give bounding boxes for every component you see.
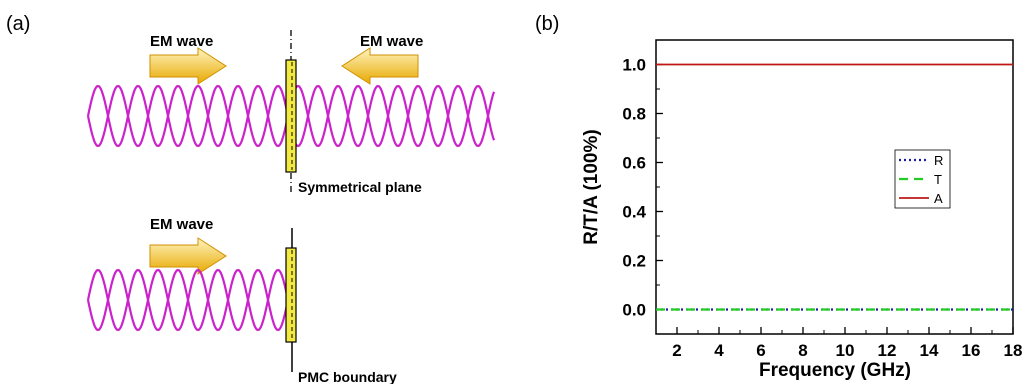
x-tick-label: 14 <box>920 341 939 360</box>
series-lines <box>656 63 1013 311</box>
legend-label-T: T <box>934 172 942 187</box>
bottom-sine-wave-2 <box>86 268 292 332</box>
top-diagram: EM wave EM wave Symmetrical plane <box>86 30 496 195</box>
left-em-wave-label: EM wave <box>150 33 213 50</box>
left-arrow-icon <box>341 47 419 85</box>
x-tick-label: 12 <box>878 341 897 360</box>
bottom-right-arrow-icon <box>149 237 227 275</box>
x-tick-label: 2 <box>672 341 681 360</box>
x-tick-label: 4 <box>714 341 724 360</box>
y-tick-label: 0.2 <box>622 252 646 271</box>
top-slab <box>285 59 297 173</box>
panel-a: (a) EM wave EM wave Symmetrical plane EM… <box>6 13 496 384</box>
right-em-wave-label: EM wave <box>360 33 423 50</box>
x-tick-label: 16 <box>962 341 981 360</box>
axis-ticks: 2 4 6 8 10 12 14 16 18 0.0 0.2 0.4 0.6 0.8 1.0 <box>622 56 1022 361</box>
panel-a-label: (a) <box>6 13 30 35</box>
y-tick-label: 0.8 <box>622 105 646 124</box>
bottom-sine-wave-1 <box>86 268 292 332</box>
bottom-sine-waves <box>86 268 292 332</box>
plot-frame <box>655 39 1014 335</box>
y-axis-title: R/T/A (100%) <box>581 129 602 244</box>
y-tick-label: 0.6 <box>622 154 646 173</box>
y-tick-label: 0.4 <box>622 203 646 222</box>
legend: RTA <box>894 149 951 209</box>
chart: 2 4 6 8 10 12 14 16 18 0.0 0.2 0.4 0.6 0.8 1.0 Frequen… <box>581 39 1022 381</box>
symmetrical-plane-label: Symmetrical plane <box>298 179 422 195</box>
y-tick-label: 1.0 <box>622 56 646 75</box>
legend-label-A: A <box>934 191 943 206</box>
pmc-boundary-label: PMC boundary <box>298 369 397 384</box>
x-tick-label: 10 <box>836 341 855 360</box>
right-arrow-icon <box>149 47 227 85</box>
y-tick-label: 0.0 <box>622 301 646 320</box>
bottom-slab <box>285 247 297 343</box>
x-tick-label: 8 <box>798 341 807 360</box>
bottom-diagram: EM wave PMC boundary <box>86 216 397 384</box>
x-axis-title: Frequency (GHz) <box>759 360 911 381</box>
x-tick-label: 18 <box>1004 341 1023 360</box>
legend-label-R: R <box>934 153 943 168</box>
bottom-em-wave-label: EM wave <box>150 216 213 233</box>
panel-b: (b) 2 4 6 8 10 12 14 16 18 0.0 0.2 0.4 0.6 0.8 1.0 Fre… <box>535 13 1022 381</box>
x-tick-label: 6 <box>756 341 765 360</box>
panel-b-label: (b) <box>535 13 559 35</box>
